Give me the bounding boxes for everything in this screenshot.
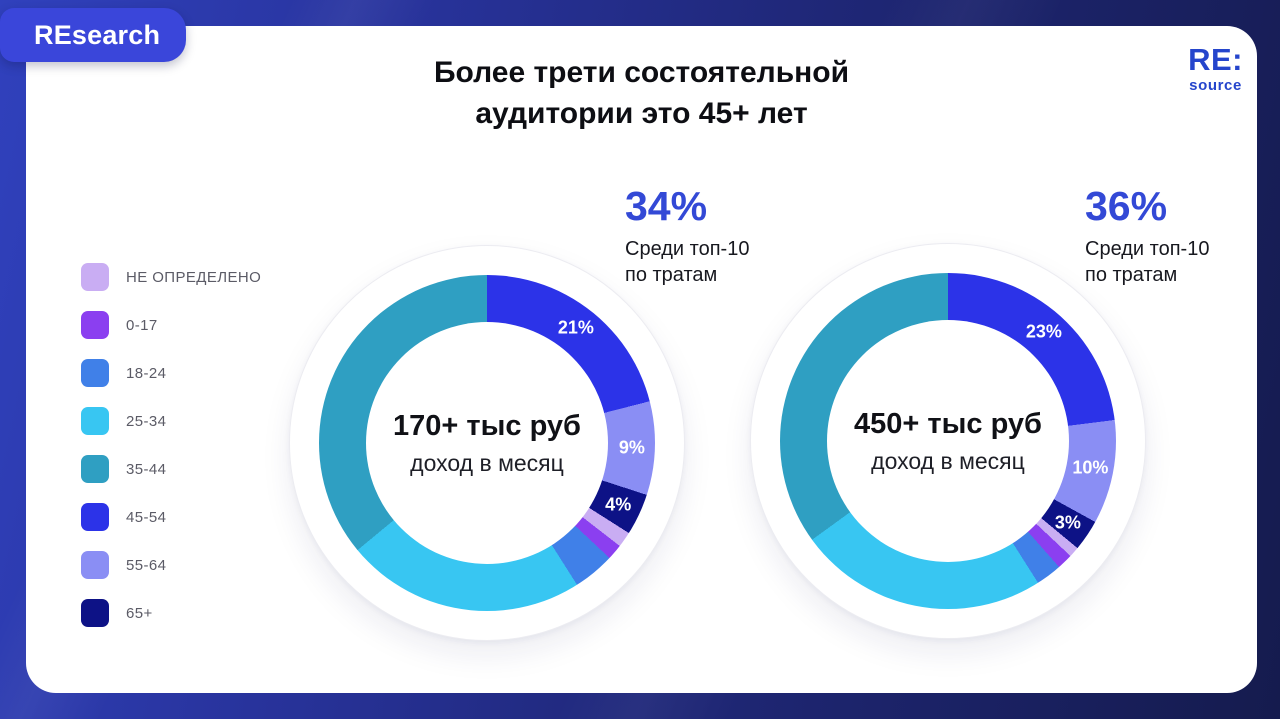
legend-item-18-24: 18-24 [81, 359, 261, 387]
legend-label: 45-54 [126, 508, 167, 526]
callout-value: 34% [625, 183, 708, 229]
legend-swatch-65plus [81, 599, 109, 627]
resource-logo: RE: source [1188, 44, 1243, 94]
legend-swatch-35-44 [81, 455, 109, 483]
legend-swatch-45-54 [81, 503, 109, 531]
segment-value-label: 23% [1025, 321, 1062, 342]
legend-item-35-44: 35-44 [81, 455, 261, 483]
chart-center-title: 170+ тыс руб [393, 409, 581, 442]
donut-chart-450k: 450+ тыс руб доход в месяц 23% 10% 3% [750, 243, 1146, 639]
legend-item-undefined: НЕ ОПРЕДЕЛЕНО [81, 263, 261, 291]
title-line-1: Более трети состоятельной [433, 56, 850, 89]
legend-swatch-undefined [81, 263, 109, 291]
legend-swatch-55-64 [81, 551, 109, 579]
callout-caption-line2: по тратам [1085, 264, 1178, 287]
legend-label: 0-17 [126, 316, 158, 334]
callout-value: 36% [1085, 183, 1168, 229]
callout-170k: 34% Среди топ-10 по тратам [625, 186, 815, 289]
donut-chart-170k: 170+ тыс руб доход в месяц 21% 9% 4% [289, 245, 685, 641]
legend-item-65plus: 65+ [81, 599, 261, 627]
legend-item-25-34: 25-34 [81, 407, 261, 435]
logo-secondary: source [1189, 77, 1242, 94]
legend-label: 35-44 [126, 460, 167, 478]
chart-center-title: 450+ тыс руб [854, 407, 1042, 440]
segment-value-label: 9% [618, 437, 645, 458]
callout-caption-line2: по тратам [625, 264, 718, 287]
legend-label: НЕ ОПРЕДЕЛЕНО [126, 268, 262, 286]
segment-value-label: 10% [1072, 457, 1109, 478]
legend-label: 65+ [126, 604, 153, 622]
legend-swatch-25-34 [81, 407, 109, 435]
slide-card: Более трети состоятельной аудитории это 4… [26, 26, 1257, 693]
callout-caption: Среди топ-10 по тратам [625, 236, 815, 289]
legend-label: 55-64 [126, 556, 167, 574]
legend-item-55-64: 55-64 [81, 551, 261, 579]
chart-center-subtitle: доход в месяц [410, 449, 564, 476]
donut-hole: 450+ тыс руб доход в месяц [827, 320, 1069, 562]
legend-item-45-54: 45-54 [81, 503, 261, 531]
legend-swatch-18-24 [81, 359, 109, 387]
donut-ring: 450+ тыс руб доход в месяц 23% 10% 3% [780, 273, 1116, 609]
callout-450k: 36% Среди топ-10 по тратам [1085, 186, 1275, 289]
segment-value-label: 4% [605, 494, 632, 515]
research-badge: REsearch [0, 8, 186, 62]
legend-swatch-0-17 [81, 311, 109, 339]
slide-title: Более трети состоятельной аудитории это 4… [26, 52, 1257, 135]
research-badge-label: REsearch [34, 19, 161, 50]
legend-item-0-17: 0-17 [81, 311, 261, 339]
callout-caption-line1: Среди топ-10 [625, 238, 750, 260]
segment-value-label: 21% [557, 317, 594, 338]
callout-caption: Среди топ-10 по тратам [1085, 236, 1275, 289]
donut-ring: 170+ тыс руб доход в месяц 21% 9% 4% [319, 275, 655, 611]
legend-label: 25-34 [126, 412, 167, 430]
chart-backdrop-circle: 450+ тыс руб доход в месяц 23% 10% 3% [750, 243, 1146, 639]
chart-backdrop-circle: 170+ тыс руб доход в месяц 21% 9% 4% [289, 245, 685, 641]
donut-hole: 170+ тыс руб доход в месяц [366, 322, 608, 564]
legend-label: 18-24 [126, 364, 167, 382]
age-legend: НЕ ОПРЕДЕЛЕНО 0-17 18-24 25-34 35-44 45-… [81, 263, 261, 647]
title-line-2: аудитории это 45+ лет [475, 97, 808, 131]
callout-caption-line1: Среди топ-10 [1085, 238, 1210, 260]
segment-value-label: 3% [1054, 512, 1081, 532]
logo-primary: RE: [1188, 42, 1243, 77]
chart-center-subtitle: доход в месяц [871, 447, 1025, 474]
